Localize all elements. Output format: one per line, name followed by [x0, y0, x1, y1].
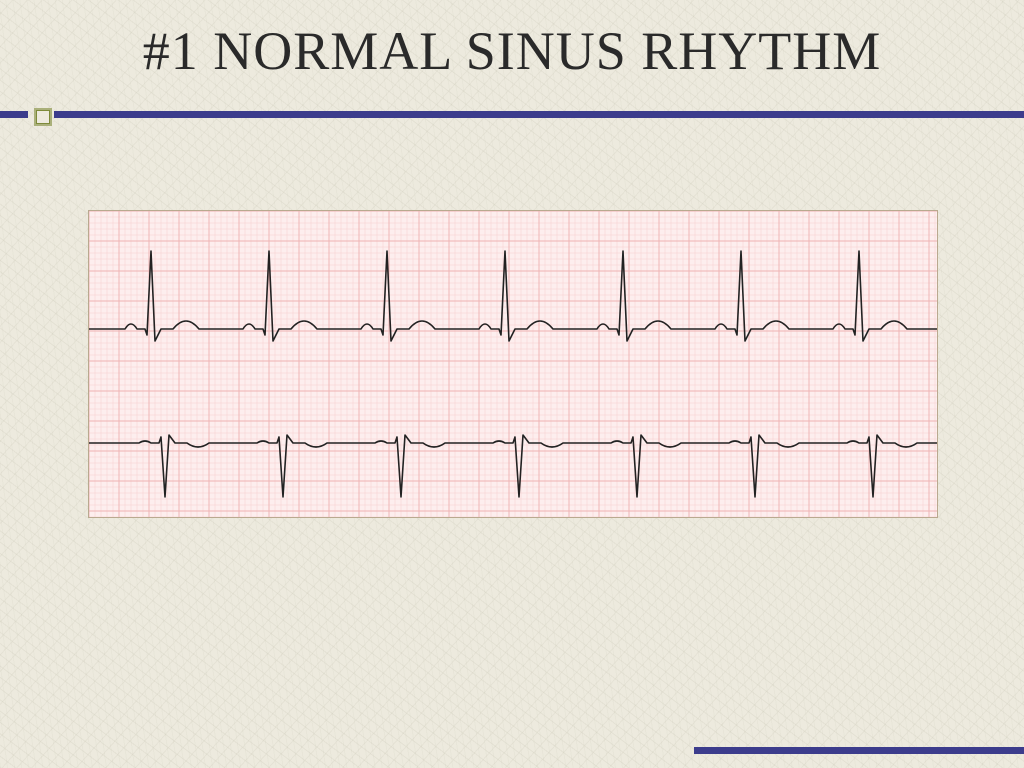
- bullet-icon: [34, 108, 52, 126]
- title-row: #1 NORMAL SINUS RHYTHM: [0, 20, 1024, 82]
- title-underline: [0, 111, 1024, 118]
- footer-accent-bar: [694, 747, 1024, 754]
- slide: #1 NORMAL SINUS RHYTHM: [0, 0, 1024, 768]
- slide-title: #1 NORMAL SINUS RHYTHM: [143, 20, 882, 82]
- ecg-svg: [89, 211, 937, 517]
- ecg-strip: [88, 210, 938, 518]
